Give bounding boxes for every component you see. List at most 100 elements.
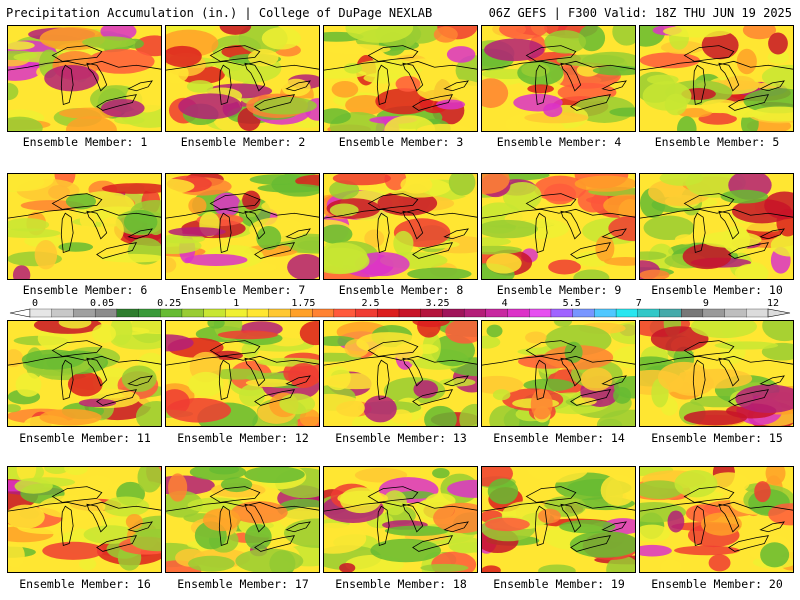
great-lakes-outline — [534, 212, 548, 254]
precip-map — [482, 321, 635, 426]
great-lakes-outline — [759, 80, 785, 92]
colorbar-swatch — [594, 308, 617, 318]
colorbar-swatch — [681, 308, 704, 318]
great-lakes-outline — [601, 228, 627, 240]
panel-caption: Ensemble Member: 4 — [496, 135, 622, 149]
colorbar-tick-label: 12 — [767, 298, 779, 309]
great-lakes-outline — [683, 193, 735, 210]
great-lakes-outline — [285, 228, 311, 240]
precip-map — [166, 174, 319, 279]
great-lakes-outline — [254, 94, 296, 111]
colorbar-swatch — [138, 308, 161, 318]
great-lakes-outline — [60, 505, 74, 547]
great-lakes-outline — [412, 242, 454, 259]
great-lakes-outline — [534, 64, 548, 106]
colorbar-tick-label: 4 — [502, 298, 508, 309]
great-lakes-outline — [367, 45, 419, 62]
colorbar-swatch — [290, 308, 313, 318]
colorbar-swatch — [181, 308, 205, 318]
ensemble-map-panel — [323, 466, 478, 573]
great-lakes-outline — [683, 486, 735, 503]
panel-caption: Ensemble Member: 11 — [19, 431, 151, 445]
border-line — [482, 355, 635, 366]
colorbar-swatch — [73, 308, 96, 318]
border-line — [8, 501, 161, 512]
colorbar-swatch — [637, 308, 660, 318]
colorbar-swatch — [355, 308, 378, 318]
ensemble-map-panel — [481, 466, 636, 573]
border-line — [324, 355, 477, 366]
great-lakes-outline — [51, 45, 103, 62]
panel-caption: Ensemble Member: 7 — [180, 283, 306, 297]
border-line — [166, 60, 319, 71]
great-lakes-outline — [692, 505, 706, 547]
ensemble-map-panel — [639, 25, 794, 132]
great-lakes-outline — [534, 505, 548, 547]
run-valid-time: 06Z GEFS | F300 Valid: 18Z THU JUN 19 20… — [488, 6, 792, 20]
panel-caption: Ensemble Member: 16 — [19, 577, 151, 591]
great-lakes-outline — [443, 521, 469, 533]
border-line — [166, 501, 319, 512]
ensemble-map-panel — [323, 173, 478, 280]
precip-map — [324, 467, 477, 572]
colorbar-swatch — [463, 308, 487, 318]
colorbar-swatch — [746, 308, 769, 318]
colorbar-tick-label: 0 — [32, 298, 38, 309]
great-lakes-outline — [759, 228, 785, 240]
great-lakes-outline — [51, 486, 103, 503]
colorbar-swatch — [398, 308, 422, 318]
great-lakes-outline — [376, 64, 390, 106]
colorbar-swatch — [485, 308, 508, 318]
panel-caption: Ensemble Member: 19 — [493, 577, 625, 591]
chart-title: Precipitation Accumulation (in.) | Colle… — [6, 6, 433, 20]
border-line — [8, 60, 161, 71]
border-line — [482, 60, 635, 71]
great-lakes-outline — [51, 193, 103, 210]
panel-caption: Ensemble Member: 10 — [651, 283, 783, 297]
colorbar-swatch — [420, 308, 443, 318]
colorbar-swatch — [659, 308, 682, 318]
great-lakes-outline — [759, 521, 785, 533]
colorbar-swatch — [225, 308, 248, 318]
panel-caption: Ensemble Member: 3 — [338, 135, 464, 149]
precip-map — [8, 26, 161, 131]
great-lakes-outline — [285, 80, 311, 92]
great-lakes-outline — [244, 210, 266, 240]
colorbar-tick-label: 5.5 — [563, 298, 581, 309]
precip-map — [8, 467, 161, 572]
colorbar-max-arrow — [767, 308, 791, 318]
panel-caption: Ensemble Member: 5 — [654, 135, 780, 149]
ensemble-map-panel — [323, 25, 478, 132]
great-lakes-outline — [218, 359, 232, 401]
colorbar-min-arrow — [9, 308, 31, 318]
ensemble-map-panel — [481, 320, 636, 427]
ensemble-map-panel — [165, 466, 320, 573]
great-lakes-outline — [728, 242, 770, 259]
border-line — [8, 355, 161, 366]
great-lakes-outline — [718, 503, 740, 533]
great-lakes-outline — [601, 375, 627, 387]
colorbar-tick-label: 1.75 — [291, 298, 315, 309]
great-lakes-outline — [209, 193, 261, 210]
colorbar-swatch — [116, 308, 139, 318]
colorbar-swatch — [29, 308, 53, 318]
great-lakes-outline — [254, 535, 296, 552]
precip-map — [166, 321, 319, 426]
ensemble-map-panel — [7, 25, 162, 132]
great-lakes-outline — [525, 340, 577, 357]
colorbar-swatch — [312, 308, 335, 318]
precip-map — [482, 26, 635, 131]
great-lakes-outline — [560, 62, 582, 92]
great-lakes-outline — [218, 505, 232, 547]
great-lakes-outline — [376, 359, 390, 401]
ensemble-map-panel — [165, 320, 320, 427]
great-lakes-outline — [692, 212, 706, 254]
great-lakes-outline — [728, 94, 770, 111]
great-lakes-outline — [683, 45, 735, 62]
ensemble-map-panel — [7, 320, 162, 427]
great-lakes-outline — [412, 389, 454, 406]
great-lakes-outline — [96, 535, 138, 552]
colorbar-swatch — [529, 308, 552, 318]
great-lakes-outline — [367, 193, 419, 210]
precip-map — [482, 174, 635, 279]
